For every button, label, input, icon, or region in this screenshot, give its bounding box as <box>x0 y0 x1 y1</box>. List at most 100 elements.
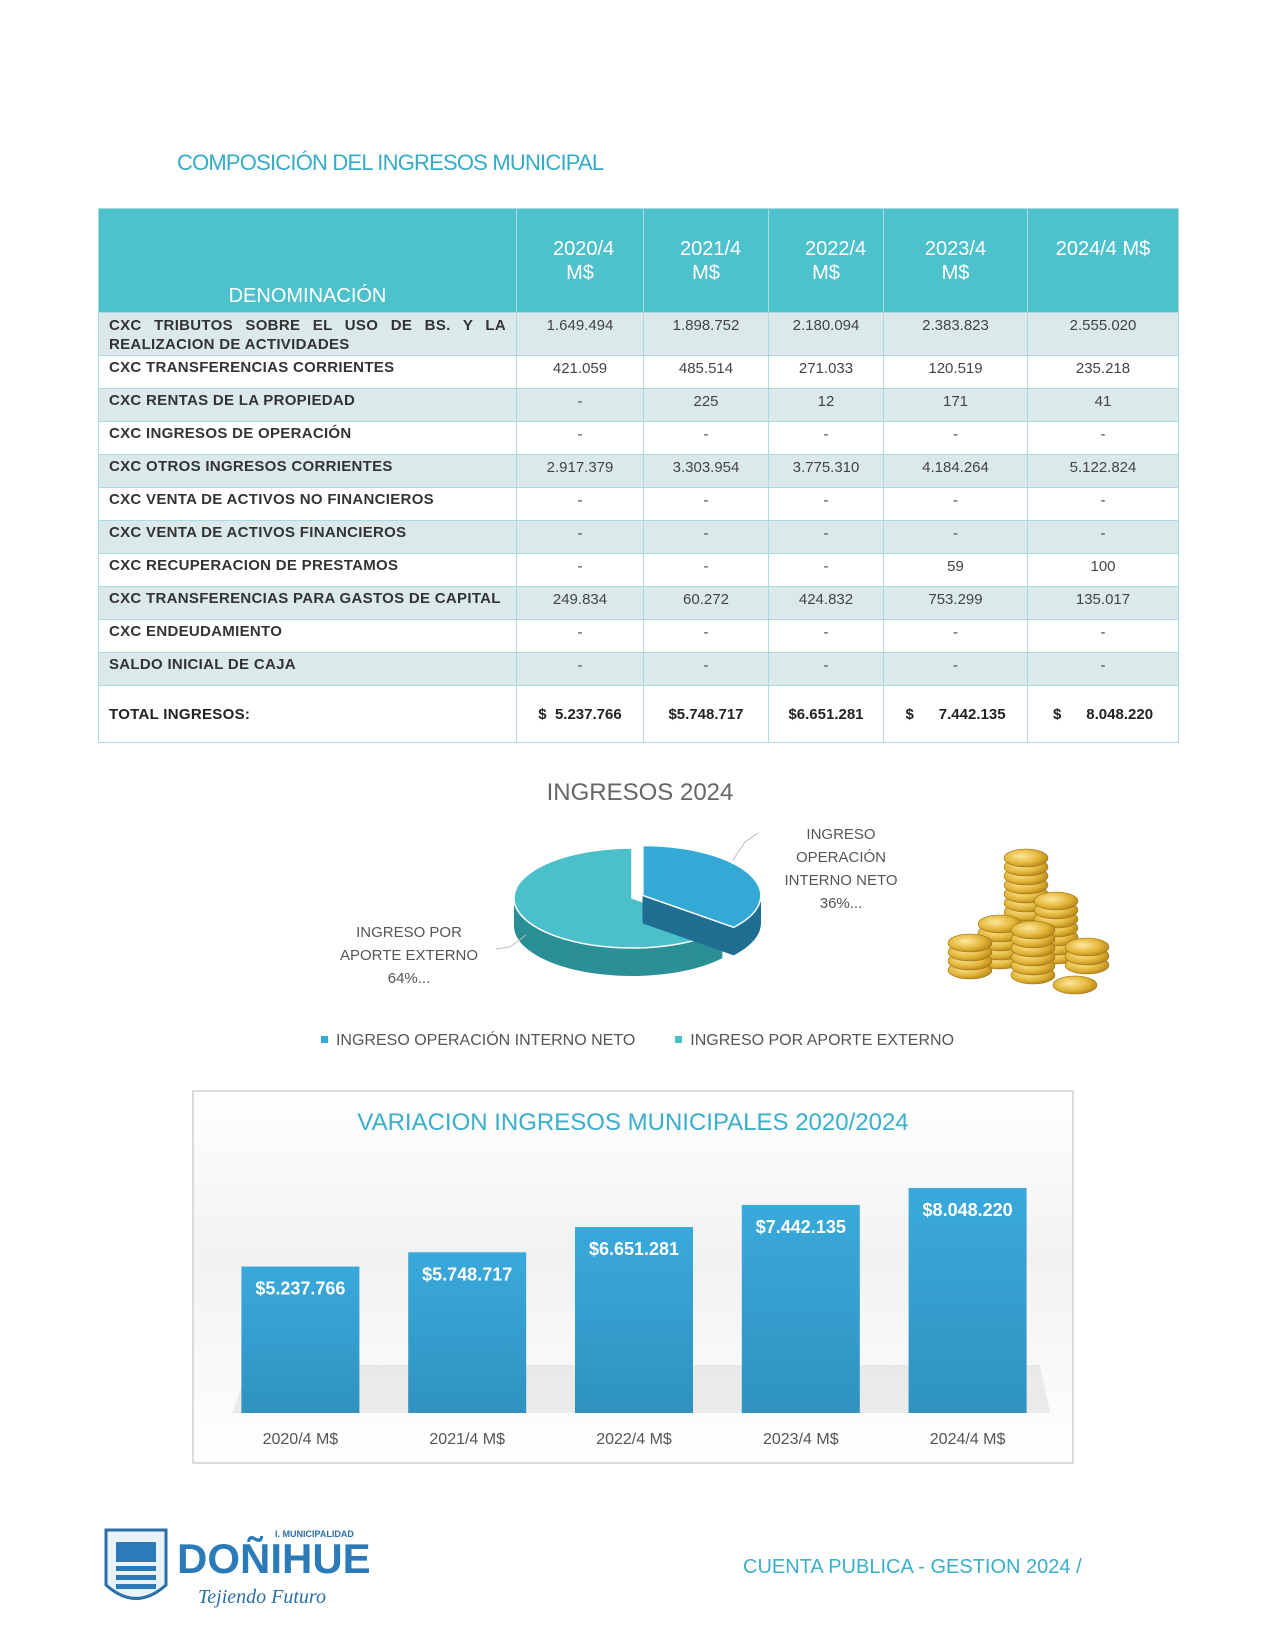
bar-chart-title: VARIACION INGRESOS MUNICIPALES 2020/2024 <box>357 1109 908 1136</box>
cell-value: - <box>516 553 644 587</box>
cell-value: - <box>1027 520 1179 554</box>
total-row: TOTAL INGRESOS: $ 5.237.766 $5.748.717 $6.6… <box>98 685 1179 743</box>
header-row: DENOMINACIÓN 2020/4 M$ 2021/4 M$ 2022/4 M$ 2… <box>98 208 1179 313</box>
cell-value: - <box>768 487 884 521</box>
leader-line <box>495 934 527 950</box>
total-label: TOTAL INGRESOS: <box>98 685 517 743</box>
pie-label-category: INGRESO OPERACIÓN INTERNO NETO <box>784 826 898 889</box>
cell-value: - <box>516 520 644 554</box>
bar-value-label: $7.442.135 <box>756 1217 846 1237</box>
cell-value: 2.383.823 <box>883 312 1028 356</box>
section-title: COMPOSICIÓN DEL INGRESOS MUNICIPAL <box>177 150 604 175</box>
total-value: $ 7.442.135 <box>883 685 1028 743</box>
bar <box>741 1204 860 1413</box>
cell-value: 235.218 <box>1027 355 1179 389</box>
cell-value: - <box>643 487 769 521</box>
cell-value: 225 <box>643 388 769 422</box>
bar <box>408 1252 527 1413</box>
legend-swatch <box>675 1036 683 1044</box>
bar-value-label: $5.748.717 <box>422 1264 512 1284</box>
cell-value: 485.514 <box>643 355 769 389</box>
table-row: CXC TRIBUTOS SOBRE EL USO DE BS. Y LA RE… <box>98 312 1179 356</box>
logo-top: I. MUNICIPALIDAD <box>275 1529 354 1539</box>
pie-slice <box>642 844 762 929</box>
row-label: CXC VENTA DE ACTIVOS NO FINANCIEROS <box>98 487 517 521</box>
footer-text: CUENTA PUBLICA - GESTION 2024 / <box>743 1556 1082 1578</box>
coin <box>1003 848 1049 868</box>
cell-value: 41 <box>1027 388 1179 422</box>
header-cell: 2023/4 M$ <box>883 208 1028 313</box>
x-tick-label: 2020/4 M$ <box>263 1431 339 1448</box>
total-value: $5.748.717 <box>643 685 769 743</box>
cell-value: 135.017 <box>1027 586 1179 620</box>
row-label: CXC TRIBUTOS SOBRE EL USO DE BS. Y LA RE… <box>98 312 517 356</box>
logo-shield <box>104 1528 168 1600</box>
header-cell: DENOMINACIÓN <box>98 208 517 313</box>
cell-value: 249.834 <box>516 586 644 620</box>
cell-value: 5.122.824 <box>1027 454 1179 488</box>
logo-name: DOÑIHUE <box>177 1535 371 1582</box>
cell-value: - <box>883 421 1028 455</box>
bar-value-label: $6.651.281 <box>589 1239 679 1259</box>
pie-label-value: 36%... <box>819 895 863 912</box>
cell-value: - <box>768 619 884 653</box>
cell-value: 424.832 <box>768 586 884 620</box>
cell-value: 753.299 <box>883 586 1028 620</box>
cell-value: - <box>1027 487 1179 521</box>
cell-value: - <box>643 619 769 653</box>
cell-value: - <box>883 487 1028 521</box>
coin <box>947 933 993 953</box>
row-label: CXC INGRESOS DE OPERACIÓN <box>98 421 517 455</box>
header-cell: 2022/4 M$ <box>768 208 884 313</box>
cell-value: 1.898.752 <box>643 312 769 356</box>
cell-value: 60.272 <box>643 586 769 620</box>
table-row: SALDO INICIAL DE CAJA - - - - - <box>98 652 1179 686</box>
coin <box>1033 891 1079 911</box>
bar <box>575 1227 693 1413</box>
row-label: CXC RECUPERACION DE PRESTAMOS <box>98 553 517 587</box>
cell-value: - <box>768 520 884 554</box>
header-cell: 2024/4 M$ <box>1027 208 1179 313</box>
cell-value: - <box>883 619 1028 653</box>
cell-value: - <box>516 619 644 653</box>
row-label: CXC RENTAS DE LA PROPIEDAD <box>98 388 517 422</box>
cell-value: - <box>516 652 644 686</box>
cell-value: 4.184.264 <box>883 454 1028 488</box>
cell-value: 59 <box>883 553 1028 587</box>
legend-label: INGRESO POR APORTE EXTERNO <box>690 1032 955 1049</box>
cell-value: - <box>516 421 644 455</box>
cell-value: 12 <box>768 388 884 422</box>
cell-value: - <box>768 553 884 587</box>
cell-value: - <box>1027 619 1179 653</box>
cell-value: - <box>643 520 769 554</box>
header-cell: 2020/4 M$ <box>516 208 644 313</box>
cell-value: - <box>516 388 644 422</box>
coin <box>1052 975 1098 995</box>
coins-illustration <box>947 848 1110 995</box>
row-label: CXC ENDEUDAMIENTO <box>98 619 517 653</box>
pie-label-value: 64%... <box>387 970 431 987</box>
bar-value-label: $8.048.220 <box>923 1200 1013 1220</box>
header-cell: 2021/4 M$ <box>643 208 769 313</box>
row-label: CXC TRANSFERENCIAS CORRIENTES <box>98 355 517 389</box>
cell-value: - <box>883 652 1028 686</box>
x-tick-label: 2022/4 M$ <box>596 1431 672 1448</box>
row-label: CXC OTROS INGRESOS CORRIENTES <box>98 454 517 488</box>
cell-value: - <box>643 652 769 686</box>
cell-value: 2.555.020 <box>1027 312 1179 356</box>
cell-value: - <box>768 652 884 686</box>
total-value: $ 5.237.766 <box>516 685 644 743</box>
table-row: CXC INGRESOS DE OPERACIÓN - - - - - <box>98 421 1179 455</box>
cell-value: - <box>1027 652 1179 686</box>
x-tick-label: 2023/4 M$ <box>763 1431 839 1448</box>
cell-value: - <box>883 520 1028 554</box>
cell-value: 2.917.379 <box>516 454 644 488</box>
table-row: CXC OTROS INGRESOS CORRIENTES 2.917.379 3.… <box>98 454 1179 488</box>
total-value: $ 8.048.220 <box>1027 685 1179 743</box>
pie-legend: INGRESO OPERACIÓN INTERNO NETO INGRESO PO… <box>0 1032 1275 1050</box>
cell-value: - <box>516 487 644 521</box>
leader-line <box>732 832 759 861</box>
cell-value: 3.775.310 <box>768 454 884 488</box>
